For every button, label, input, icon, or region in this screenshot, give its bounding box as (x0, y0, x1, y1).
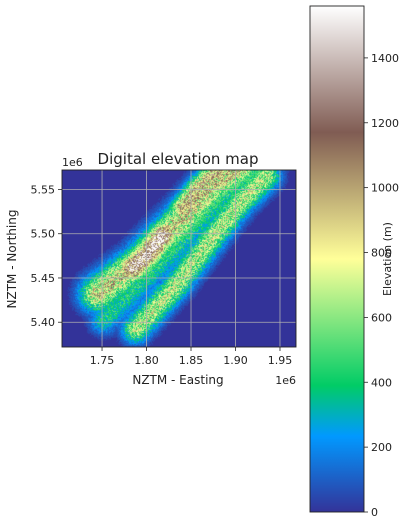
colorbar-tick-label: 1000 (371, 182, 399, 195)
colorbar-tick-label: 600 (371, 311, 392, 324)
colorbar-tick-label: 200 (371, 441, 392, 454)
x-tick-label: 1.75 (90, 354, 115, 367)
colorbar-ticks: 0 200 400 600 800 1000 1200 1400 (364, 52, 399, 519)
x-tick-label: 1.90 (223, 354, 248, 367)
y-tick-label: 5.50 (31, 228, 56, 241)
colorbar-tick-label: 1400 (371, 52, 399, 65)
plot-frame (61, 169, 297, 348)
chart-title: Digital elevation map (98, 150, 259, 168)
colorbar-label: Elevation (m) (381, 222, 394, 296)
x-tick-label: 1.85 (179, 354, 204, 367)
colorbar-tick-label: 400 (371, 376, 392, 389)
grid-lines (62, 170, 296, 347)
y-tick-label: 5.45 (31, 272, 56, 285)
colorbar-tick-label: 1200 (371, 117, 399, 130)
x-axis-label: NZTM - Easting (132, 373, 223, 387)
colorbar-tick-label: 800 (371, 247, 392, 260)
colorbar-frame (309, 5, 365, 513)
y-axis-label: NZTM - Northing (5, 210, 19, 309)
y-axis: 5.40 5.45 5.50 5.55 (31, 183, 62, 329)
colorbar (310, 6, 364, 512)
colorbar-tick-label: 0 (371, 506, 378, 519)
y-tick-label: 5.40 (31, 316, 56, 329)
x-tick-label: 1.95 (268, 354, 293, 367)
x-axis: 1.75 1.80 1.85 1.90 1.95 (90, 347, 292, 367)
heatmap-image (62, 170, 296, 347)
y-tick-label: 5.55 (31, 183, 56, 196)
y-offset-label: 1e6 (62, 156, 83, 169)
x-offset-label: 1e6 (275, 374, 296, 387)
elevation-raster (62, 170, 296, 347)
x-tick-label: 1.80 (134, 354, 159, 367)
